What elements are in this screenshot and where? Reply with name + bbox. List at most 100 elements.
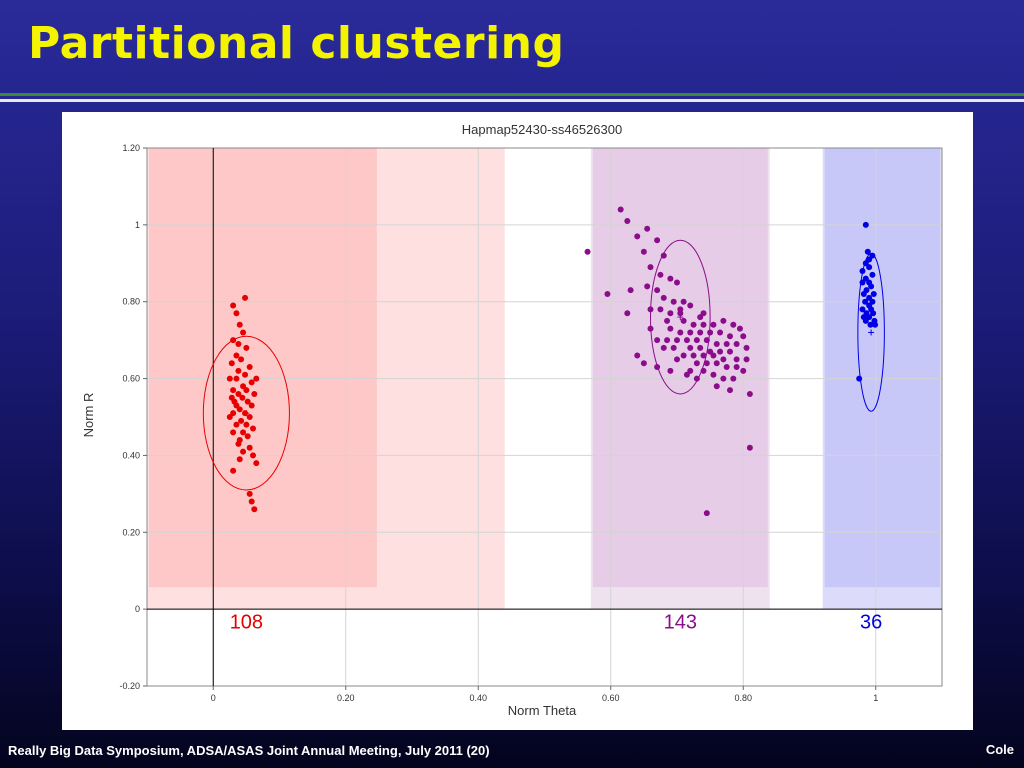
y-tick-label: 0.20 xyxy=(122,527,140,537)
data-point xyxy=(226,414,233,420)
data-point xyxy=(869,252,876,259)
data-point xyxy=(250,425,256,432)
data-point xyxy=(246,490,253,497)
data-point xyxy=(664,317,671,324)
data-point xyxy=(667,325,674,332)
data-point xyxy=(687,329,694,336)
data-point xyxy=(697,329,704,336)
y-tick-label: 0 xyxy=(135,604,140,614)
data-point xyxy=(690,352,697,359)
data-point xyxy=(730,321,737,328)
data-point xyxy=(862,298,869,305)
data-point xyxy=(864,248,871,255)
data-point xyxy=(640,360,647,367)
data-point xyxy=(693,375,700,382)
data-point xyxy=(707,329,714,336)
data-point xyxy=(664,337,671,344)
data-point xyxy=(242,294,249,301)
data-point xyxy=(710,321,717,328)
data-point xyxy=(243,344,250,351)
data-point xyxy=(243,387,250,394)
data-point xyxy=(251,390,258,397)
data-point xyxy=(230,387,237,394)
data-point xyxy=(720,375,727,382)
chart-panel: Hapmap52430-ss46526300 0 0.20 0.40 0.60 0.80… xyxy=(62,112,973,730)
axes: 0 0.20 0.40 0.60 0.80 1 -0.20 0 0.20 0.40 0.60 0.80… xyxy=(119,143,943,703)
data-point xyxy=(677,306,684,313)
data-point xyxy=(248,402,255,409)
title-rule-green xyxy=(0,93,1024,96)
x-tick-label: 0.40 xyxy=(469,693,487,703)
data-point xyxy=(230,302,237,309)
data-point xyxy=(740,367,747,374)
data-point xyxy=(670,344,677,351)
data-point xyxy=(233,352,240,359)
data-point xyxy=(859,306,866,313)
data-point xyxy=(680,352,687,359)
data-point xyxy=(242,371,249,378)
data-point xyxy=(235,340,242,347)
data-point xyxy=(248,498,255,505)
x-tick-label: 0.60 xyxy=(602,693,620,703)
footer-conference: Really Big Data Symposium, ADSA/ASAS Joi… xyxy=(8,743,490,758)
x-tick-label: 0.80 xyxy=(734,693,752,703)
data-point xyxy=(703,510,710,517)
data-point xyxy=(859,267,866,274)
data-point xyxy=(660,294,667,301)
data-point xyxy=(743,356,750,363)
data-point xyxy=(654,237,661,244)
data-point xyxy=(231,398,238,405)
data-point xyxy=(233,421,240,428)
data-point xyxy=(624,310,631,317)
title-rule-white xyxy=(0,99,1024,102)
data-point xyxy=(687,302,694,309)
data-point xyxy=(647,306,654,313)
x-axis-title: Norm Theta xyxy=(508,703,577,718)
data-point xyxy=(250,452,256,459)
data-point xyxy=(230,337,237,344)
data-point xyxy=(248,379,255,386)
data-point xyxy=(723,364,730,371)
data-point xyxy=(238,417,245,424)
data-point xyxy=(713,383,720,390)
footer-author: Cole xyxy=(985,742,1014,757)
data-point xyxy=(660,344,667,351)
data-point xyxy=(697,344,704,351)
region-dark-3 xyxy=(824,148,940,588)
chart-title: Hapmap52430-ss46526300 xyxy=(462,122,622,137)
data-point xyxy=(703,360,710,367)
data-point xyxy=(647,264,654,271)
data-point xyxy=(870,310,877,317)
data-point xyxy=(677,329,684,336)
data-point xyxy=(746,390,753,397)
data-point xyxy=(727,333,733,340)
data-point xyxy=(654,287,661,294)
data-point xyxy=(862,317,869,324)
data-point xyxy=(233,375,240,382)
y-tick-label: 0.80 xyxy=(122,297,140,307)
data-point xyxy=(226,375,233,382)
data-point xyxy=(244,433,251,440)
data-point xyxy=(720,356,727,363)
data-point xyxy=(859,279,866,286)
data-point xyxy=(736,325,743,332)
data-point xyxy=(856,375,863,382)
data-point xyxy=(710,371,717,378)
cluster-count-label: 36 xyxy=(860,611,882,633)
data-point xyxy=(717,329,724,336)
data-point xyxy=(657,306,664,313)
data-point xyxy=(236,406,243,413)
data-point xyxy=(238,356,245,363)
scatter-chart: Hapmap52430-ss46526300 0 0.20 0.40 0.60 0.80… xyxy=(81,122,943,718)
region-dark-0 xyxy=(149,148,377,588)
data-point xyxy=(700,367,707,374)
data-point xyxy=(723,340,730,347)
data-point xyxy=(584,248,591,255)
cluster-ellipses xyxy=(202,239,885,491)
y-tick-label: 0.60 xyxy=(122,374,140,384)
x-tick-label: 1 xyxy=(873,693,878,703)
data-point xyxy=(627,287,634,294)
data-point xyxy=(253,375,260,382)
data-point xyxy=(660,252,667,259)
data-point xyxy=(654,364,661,371)
